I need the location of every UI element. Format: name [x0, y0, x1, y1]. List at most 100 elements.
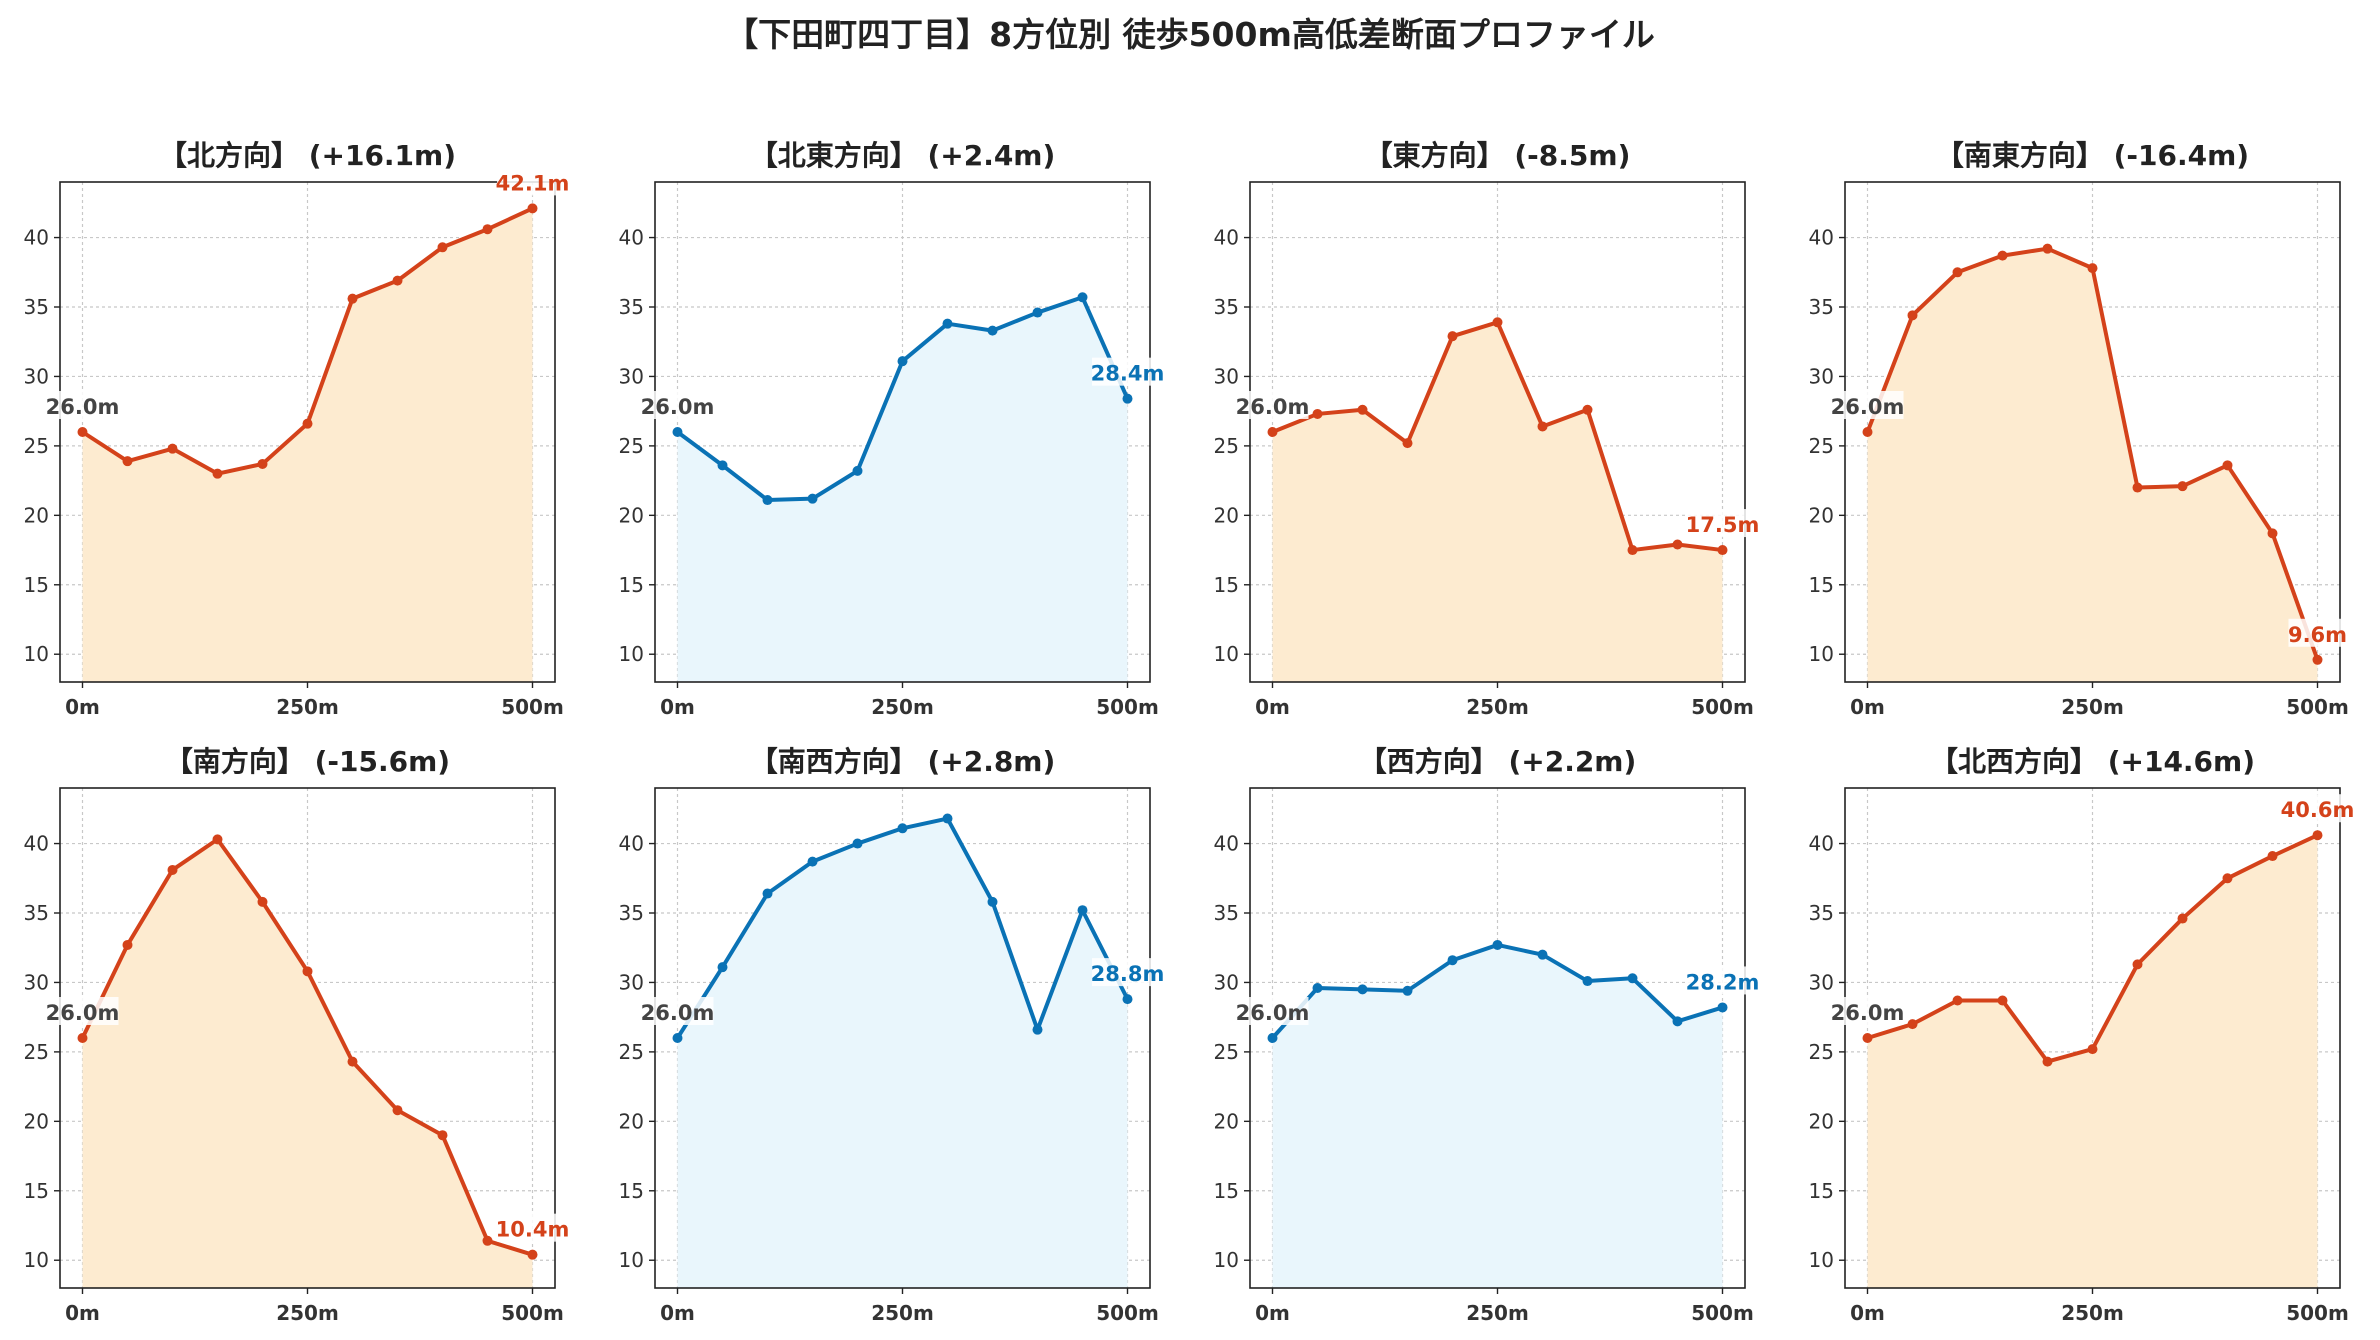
y-tick-label: 30: [24, 970, 49, 994]
y-tick-label: 40: [1809, 226, 1834, 250]
data-point: [2177, 913, 2188, 924]
y-tick-label: 25: [1809, 1040, 1834, 1064]
y-tick-label: 15: [1809, 573, 1834, 597]
data-point: [1357, 984, 1368, 995]
data-point: [717, 460, 728, 471]
y-tick-label: 20: [619, 1109, 644, 1133]
data-point: [1402, 985, 1413, 996]
data-point: [1952, 995, 1963, 1006]
start-value-label: 26.0m: [1236, 395, 1310, 419]
data-point: [987, 896, 998, 907]
panel-title: 【北東方向】 (+2.4m): [750, 139, 1056, 172]
data-point: [1997, 250, 2008, 261]
data-point: [717, 962, 728, 973]
end-label-bg: [1092, 958, 1163, 987]
y-tick-label: 10: [1809, 1248, 1834, 1272]
panel-title: 【南方向】 (-15.6m): [165, 745, 450, 778]
y-tick-label: 25: [1214, 434, 1239, 458]
area-fill: [677, 297, 1128, 682]
end-value-label: 17.5m: [1686, 513, 1760, 537]
data-point: [1312, 983, 1323, 993]
y-tick-label: 40: [619, 226, 644, 250]
area-fill: [1867, 835, 2318, 1288]
end-label-bg: [2288, 618, 2347, 647]
x-tick-label: 0m: [1850, 695, 1885, 719]
data-point: [1122, 393, 1133, 404]
data-point: [1492, 939, 1503, 950]
y-tick-label: 15: [619, 1179, 644, 1203]
end-value-label: 28.8m: [1091, 962, 1165, 986]
start-value-label: 26.0m: [1831, 395, 1905, 419]
y-tick-label: 40: [1809, 832, 1834, 856]
data-point: [2222, 873, 2233, 884]
y-tick-label: 20: [24, 503, 49, 527]
start-label-bg: [1833, 391, 1904, 419]
y-tick-label: 10: [619, 1248, 644, 1272]
data-point: [1447, 331, 1458, 342]
x-tick-label: 0m: [660, 695, 695, 719]
end-label-bg: [1687, 509, 1758, 538]
y-tick-label: 35: [1809, 901, 1834, 925]
y-tick-label: 25: [619, 434, 644, 458]
data-point: [1312, 408, 1323, 419]
y-tick-label: 40: [24, 226, 49, 250]
data-point: [762, 888, 773, 899]
end-label-bg: [2282, 794, 2353, 823]
x-tick-label: 500m: [501, 1301, 564, 1325]
y-tick-label: 35: [24, 295, 49, 319]
data-point: [392, 275, 403, 286]
y-tick-label: 35: [619, 295, 644, 319]
x-tick-label: 250m: [1466, 1301, 1529, 1325]
x-tick-label: 500m: [1096, 695, 1159, 719]
data-point: [2087, 1044, 2098, 1055]
data-point: [807, 856, 818, 867]
data-point: [167, 864, 178, 875]
data-point: [2177, 481, 2188, 492]
data-point: [437, 1130, 448, 1141]
data-point: [1627, 973, 1638, 984]
x-tick-label: 500m: [2286, 1301, 2349, 1325]
y-tick-label: 30: [1214, 364, 1239, 388]
x-tick-label: 250m: [871, 695, 934, 719]
x-tick-label: 500m: [1691, 695, 1754, 719]
x-tick-label: 250m: [1466, 695, 1529, 719]
data-point: [122, 939, 133, 950]
panel-title: 【西方向】 (+2.2m): [1359, 745, 1637, 778]
profile-chart-7: 10 15 20 25 30 35 40 0m 250m 500m 【西方向】 (+2.2m) 26.…: [1214, 745, 1760, 1325]
x-tick-label: 500m: [501, 695, 564, 719]
start-label-bg: [48, 997, 119, 1025]
start-label-bg: [643, 391, 714, 419]
end-value-label: 40.6m: [2281, 798, 2355, 822]
y-tick-label: 10: [619, 642, 644, 666]
data-point: [2042, 243, 2053, 254]
start-value-label: 26.0m: [641, 1001, 715, 1025]
y-tick-label: 40: [1214, 226, 1239, 250]
data-point: [347, 293, 358, 304]
y-tick-label: 15: [24, 1179, 49, 1203]
data-point: [527, 203, 538, 214]
y-tick-label: 30: [1809, 970, 1834, 994]
data-point: [2312, 830, 2323, 841]
y-tick-label: 10: [1214, 642, 1239, 666]
y-tick-label: 25: [619, 1040, 644, 1064]
y-tick-label: 15: [619, 573, 644, 597]
data-point: [257, 896, 268, 907]
y-tick-label: 35: [1214, 295, 1239, 319]
panel-title: 【南西方向】 (+2.8m): [750, 745, 1056, 778]
data-point: [1627, 545, 1638, 556]
x-tick-label: 250m: [871, 1301, 934, 1325]
data-point: [482, 1235, 493, 1246]
area-fill: [82, 208, 533, 682]
data-point: [987, 325, 998, 336]
data-point: [1952, 267, 1963, 278]
data-point: [482, 224, 493, 235]
data-point: [1717, 1002, 1728, 1013]
start-value-label: 26.0m: [46, 395, 120, 419]
data-point: [1862, 427, 1873, 437]
y-tick-label: 40: [619, 832, 644, 856]
x-tick-label: 0m: [660, 1301, 695, 1325]
data-point: [122, 456, 133, 467]
data-point: [2132, 959, 2143, 970]
data-point: [1077, 905, 1088, 916]
data-point: [1582, 976, 1593, 987]
